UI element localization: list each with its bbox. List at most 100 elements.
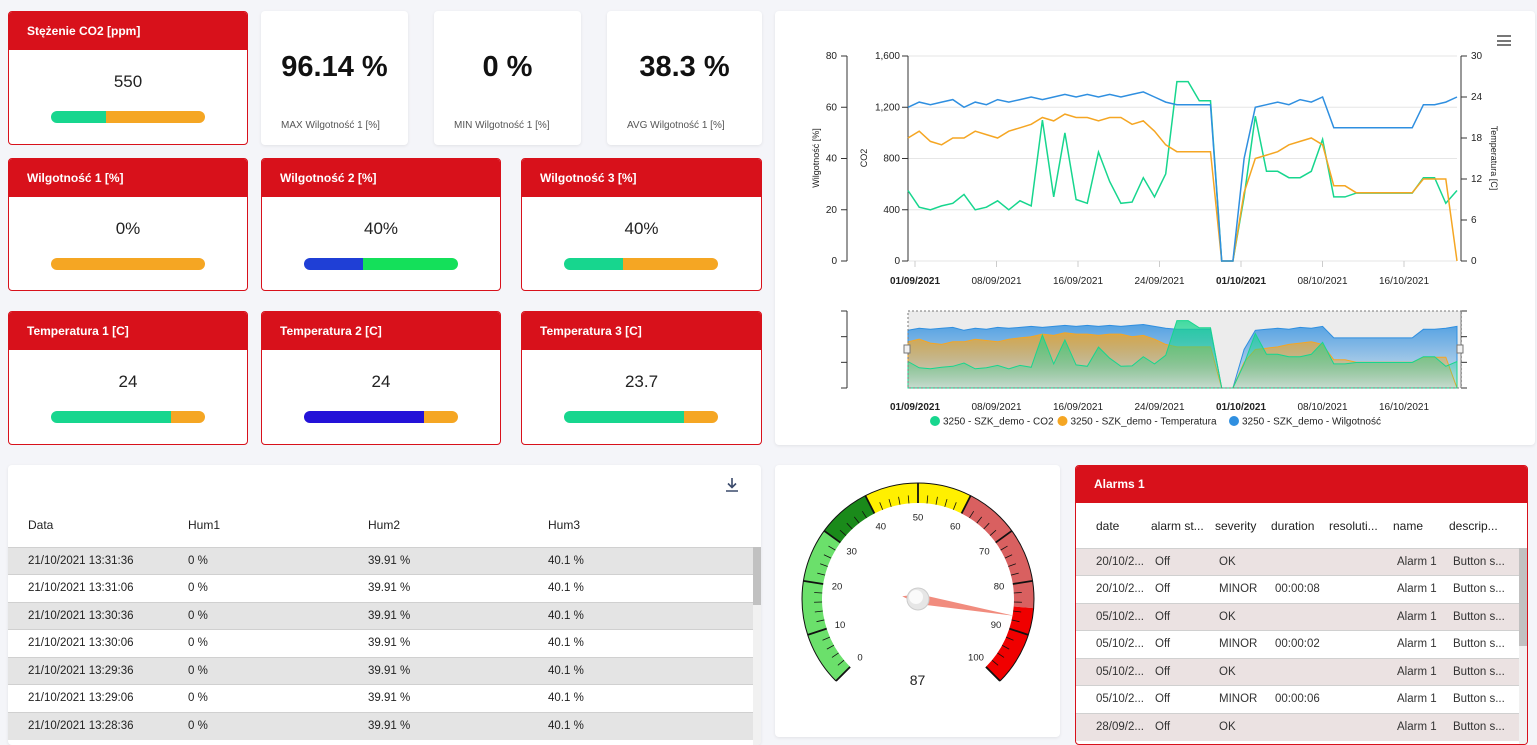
alarm-cell xyxy=(1329,713,1393,741)
table-cell: 39.91 % xyxy=(368,712,548,740)
alarms-col-severity[interactable]: severity xyxy=(1215,504,1271,548)
co2-card: Stężenie CO2 [ppm] 550 xyxy=(8,11,248,145)
column-header-data[interactable]: Data xyxy=(8,503,188,547)
gauge-tick-label: 20 xyxy=(832,582,843,593)
table-cell: 21/10/2021 13:29:06 xyxy=(8,685,188,713)
navigator-tick-label: 08/09/2021 xyxy=(971,402,1021,413)
legend-marker xyxy=(1058,416,1068,426)
column-header-hum2[interactable]: Hum2 xyxy=(368,503,548,547)
alarms-col-state[interactable]: alarm st... xyxy=(1151,504,1215,548)
alarm-cell: Off xyxy=(1151,603,1215,631)
table-cell: 39.91 % xyxy=(368,575,548,603)
temperature-3-value: 23.7 xyxy=(522,372,761,392)
bar-rest xyxy=(424,411,458,423)
humidity-tick-label: 60 xyxy=(826,102,838,113)
table-scrollbar-thumb[interactable] xyxy=(753,547,761,605)
alarm-cell xyxy=(1271,658,1329,686)
temperature-1-bar xyxy=(51,411,205,423)
alarm-cell: Button s... xyxy=(1449,686,1521,714)
humidity-tick-label: 40 xyxy=(826,154,838,165)
table-cell: 21/10/2021 13:30:36 xyxy=(8,602,188,630)
table-scrollbar[interactable] xyxy=(753,547,761,745)
alarms-card: Alarms 1 date alarm st... severity durat… xyxy=(1075,465,1528,745)
line-chart[interactable]: 8060402001,6001,20080040003024181260Wilg… xyxy=(775,11,1535,445)
alarm-cell: 20/10/2... xyxy=(1076,576,1151,604)
alarms-scrollbar[interactable] xyxy=(1519,548,1527,745)
alarm-cell: Alarm 1 xyxy=(1393,631,1449,659)
alarm-cell: 05/10/2... xyxy=(1076,658,1151,686)
table-cell: 0 % xyxy=(188,547,368,575)
navigator-tick-label: 08/10/2021 xyxy=(1297,402,1347,413)
bar-fill xyxy=(304,411,424,423)
table-cell: 40.1 % xyxy=(548,630,753,658)
alarm-cell: 00:00:02 xyxy=(1271,631,1329,659)
alarm-cell: Alarm 1 xyxy=(1393,658,1449,686)
alarms-col-resolution[interactable]: resoluti... xyxy=(1329,504,1393,548)
humidity-2-bar xyxy=(304,258,458,270)
temperature-2-bar xyxy=(304,411,458,423)
gauge-tick-label: 40 xyxy=(875,521,886,532)
alarm-cell: MINOR xyxy=(1215,576,1271,604)
legend-label: 3250 - SZK_demo - CO2 xyxy=(943,417,1054,428)
humidity-tick-label: 0 xyxy=(831,256,837,267)
alarm-cell xyxy=(1329,603,1393,631)
humidity-3-card: Wilgotność 3 [%] 40% xyxy=(521,158,762,291)
co2-tick-label: 400 xyxy=(883,205,900,216)
gauge-tick-label: 10 xyxy=(835,620,846,631)
temperature-1-card: Temperatura 1 [C] 24 xyxy=(8,311,248,445)
alarm-cell: Button s... xyxy=(1449,603,1521,631)
alarm-cell: Button s... xyxy=(1449,713,1521,741)
alarm-cell: Alarm 1 xyxy=(1393,603,1449,631)
stat-card-min: 0 % MIN Wilgotność 1 [%] xyxy=(434,11,581,145)
table-cell: 21/10/2021 13:31:36 xyxy=(8,547,188,575)
alarms-scrollbar-thumb[interactable] xyxy=(1519,548,1527,646)
x-tick-label: 08/09/2021 xyxy=(971,276,1021,287)
temperature-2-title: Temperatura 2 [C] xyxy=(262,312,500,350)
alarms-col-duration[interactable]: duration xyxy=(1271,504,1329,548)
table-cell: 40.1 % xyxy=(548,657,753,685)
alarm-cell: 28/09/2... xyxy=(1076,713,1151,741)
alarms-col-description[interactable]: descrip... xyxy=(1449,504,1521,548)
gauge-tick-label: 0 xyxy=(857,652,862,663)
gauge-band-green xyxy=(802,531,850,681)
co2-tick-label: 1,600 xyxy=(875,51,900,62)
navigator-tick-label: 01/10/2021 xyxy=(1216,402,1266,413)
alarms-col-date[interactable]: date xyxy=(1076,504,1151,548)
alarm-cell: Off xyxy=(1151,548,1215,576)
column-header-hum3[interactable]: Hum3 xyxy=(548,503,753,547)
alarms-col-name[interactable]: name xyxy=(1393,504,1449,548)
table-cell: 40.1 % xyxy=(548,712,753,740)
download-icon[interactable] xyxy=(725,477,739,493)
table-cell: 21/10/2021 13:28:36 xyxy=(8,712,188,740)
gauge-tick-label: 60 xyxy=(950,521,961,532)
table-cell: 0 % xyxy=(188,657,368,685)
column-header-hum1[interactable]: Hum1 xyxy=(188,503,368,547)
humidity-1-bar xyxy=(51,258,205,270)
alarm-cell: Button s... xyxy=(1449,548,1521,576)
alarm-cell xyxy=(1271,603,1329,631)
x-tick-label: 16/09/2021 xyxy=(1053,276,1103,287)
bar-rest xyxy=(363,258,458,270)
x-tick-label: 16/10/2021 xyxy=(1379,276,1429,287)
temperature-2-card: Temperatura 2 [C] 24 xyxy=(261,311,501,445)
alarm-cell xyxy=(1329,686,1393,714)
humidity-3-title: Wilgotność 3 [%] xyxy=(522,159,761,197)
temperature-tick-label: 30 xyxy=(1471,51,1483,62)
co2-card-bar xyxy=(51,111,205,123)
table-header-row: Data Hum1 Hum2 Hum3 xyxy=(8,503,753,547)
